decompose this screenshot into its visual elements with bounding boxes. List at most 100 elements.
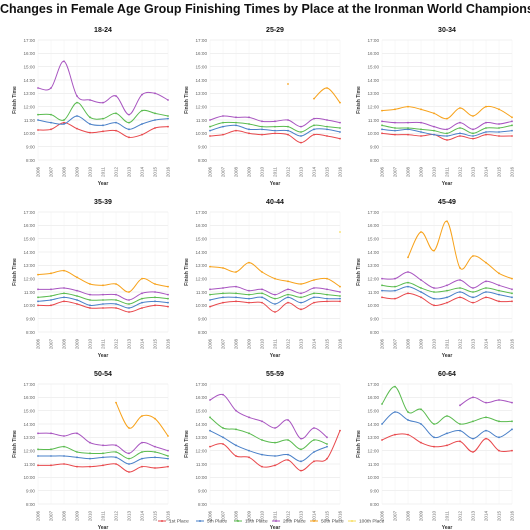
series-10th-place: [37, 101, 169, 124]
y-tick-label: 9:00: [198, 144, 207, 149]
data-point: [300, 448, 302, 451]
data-point: [167, 455, 169, 457]
data-point: [167, 449, 169, 452]
data-point: [50, 288, 52, 291]
y-tick-label: 11:00: [24, 462, 36, 467]
x-tick-label: 2013: [471, 510, 476, 521]
data-point: [511, 129, 513, 132]
y-tick-label: 16:00: [24, 51, 36, 56]
x-tick-label: 2015: [153, 338, 158, 349]
data-point: [339, 285, 341, 288]
data-point: [313, 133, 315, 136]
panel-title: 55-59: [266, 371, 284, 378]
y-tick-label: 10:00: [196, 475, 208, 480]
data-point: [407, 105, 409, 108]
x-tick-label: 2011: [273, 339, 278, 349]
y-tick-label: 8:00: [198, 158, 207, 163]
data-point: [339, 121, 341, 124]
x-tick-label: 2013: [471, 166, 476, 177]
panel-title: 18-24: [94, 27, 112, 34]
data-point: [287, 133, 289, 136]
data-point: [154, 291, 156, 293]
x-tick-label: 2013: [127, 166, 132, 177]
series-5th-place: [381, 411, 513, 440]
y-tick-label: 11:00: [368, 462, 380, 467]
data-point: [154, 112, 156, 115]
data-point: [128, 121, 130, 124]
x-tick-label: 2015: [153, 166, 158, 177]
data-point: [381, 439, 383, 441]
data-point: [235, 300, 237, 303]
data-point: [50, 464, 52, 467]
x-tick-label: 2010: [88, 338, 93, 349]
y-tick-label: 14:00: [196, 422, 208, 427]
data-point: [128, 113, 130, 116]
data-point: [313, 427, 315, 429]
data-point: [115, 283, 117, 285]
y-axis-label: Finish Time: [12, 430, 18, 458]
x-axis-label: Year: [442, 353, 453, 359]
data-point: [459, 296, 461, 299]
x-tick-label: 2006: [380, 510, 385, 521]
y-tick-label: 14:00: [368, 78, 380, 83]
data-point: [511, 277, 513, 280]
data-point: [313, 279, 315, 281]
data-point: [339, 300, 341, 303]
data-point: [274, 311, 276, 313]
data-point: [287, 301, 289, 304]
y-tick-label: 13:00: [196, 435, 208, 440]
data-point: [300, 308, 302, 311]
y-tick-label: 9:00: [26, 488, 35, 493]
data-point: [287, 293, 289, 296]
series-50th-place: [115, 401, 169, 437]
data-point: [141, 93, 143, 96]
data-point: [381, 128, 383, 131]
data-point: [274, 297, 276, 300]
x-tick-label: 2012: [458, 338, 463, 349]
panel-title: 60-64: [438, 371, 456, 378]
data-point: [287, 83, 289, 85]
y-tick-label: 8:00: [370, 158, 379, 163]
y-tick-label: 13:00: [24, 435, 36, 440]
data-point: [407, 127, 409, 129]
data-point: [407, 419, 409, 421]
data-point: [154, 283, 156, 285]
data-point: [420, 121, 422, 124]
y-tick-label: 10:00: [196, 303, 208, 308]
data-point: [115, 95, 117, 97]
x-tick-label: 2011: [445, 167, 450, 177]
x-tick-label: 2013: [127, 510, 132, 521]
panel-18-24: 18-24 8:00 9:00 10:00 11:00 12:00 13:00 14:00 15…: [12, 27, 171, 187]
data-point: [287, 288, 289, 291]
data-point: [50, 272, 52, 275]
data-point: [37, 300, 39, 303]
data-point: [313, 117, 315, 120]
data-point: [154, 467, 156, 469]
data-point: [339, 131, 341, 133]
data-point: [222, 393, 224, 396]
y-tick-label: 15:00: [368, 64, 380, 69]
data-point: [300, 125, 302, 128]
y-tick-label: 17:00: [24, 38, 36, 43]
panel-40-44: 40-44 8:00 9:00 10:00 11:00 12:00 13:00 14:00 15…: [184, 199, 343, 359]
data-point: [381, 296, 383, 299]
data-point: [37, 432, 39, 435]
data-point: [167, 117, 169, 120]
data-point: [115, 293, 117, 296]
data-point: [115, 401, 117, 404]
y-tick-label: 8:00: [26, 158, 35, 163]
data-point: [511, 420, 513, 423]
data-point: [472, 132, 474, 135]
panel-title: 50-54: [94, 371, 112, 378]
data-point: [115, 444, 117, 447]
y-tick-label: 15:00: [24, 408, 36, 413]
data-point: [141, 297, 143, 300]
y-tick-label: 9:00: [370, 316, 379, 321]
data-point: [300, 460, 302, 463]
x-tick-label: 2010: [260, 166, 265, 177]
panel-50-54: 50-54 8:00 9:00 10:00 11:00 12:00 13:00 14:00 15…: [12, 371, 171, 530]
x-tick-label: 2012: [458, 510, 463, 521]
data-point: [89, 283, 91, 285]
data-point: [128, 303, 130, 305]
data-point: [261, 439, 263, 441]
